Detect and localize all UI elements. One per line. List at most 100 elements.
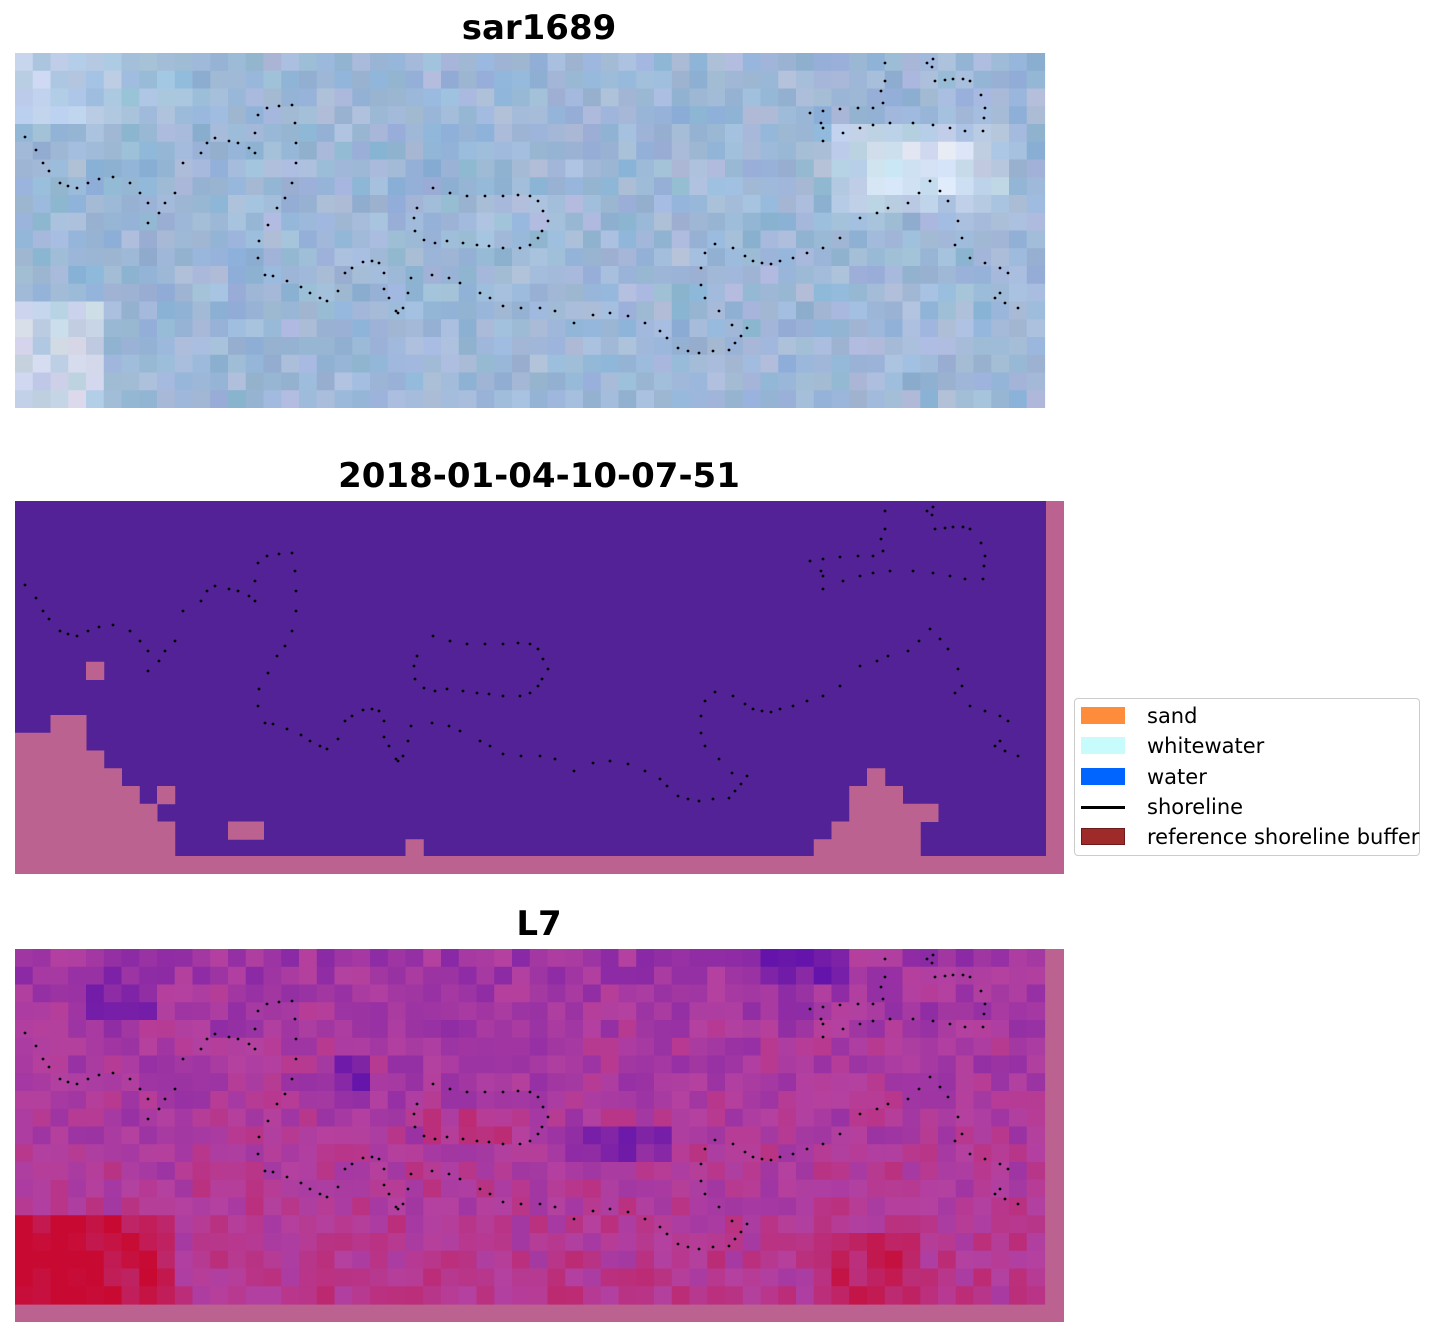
- shoreline-point: [325, 299, 329, 303]
- legend-label-shoreline: shoreline: [1147, 795, 1244, 819]
- shoreline-point: [86, 1077, 90, 1081]
- classification-panel: [15, 501, 1064, 874]
- shoreline-point: [350, 1162, 354, 1166]
- shoreline-point: [138, 191, 142, 195]
- shoreline-point: [318, 1192, 322, 1196]
- shoreline-point: [930, 65, 934, 69]
- shoreline-point: [448, 191, 452, 195]
- sand-swatch: [1081, 707, 1125, 724]
- shoreline-point: [138, 639, 142, 643]
- shoreline-point: [263, 273, 267, 277]
- shoreline-point: [199, 151, 203, 155]
- shoreline-point: [968, 79, 972, 83]
- shoreline-point: [293, 1017, 297, 1021]
- shoreline-point: [875, 211, 879, 215]
- shoreline-point: [528, 194, 532, 198]
- shoreline-point: [643, 1217, 647, 1221]
- shoreline-point: [838, 1003, 842, 1007]
- shoreline-point: [128, 629, 132, 633]
- shoreline-point: [157, 1107, 161, 1111]
- shoreline-point: [858, 216, 862, 220]
- shoreline-point: [173, 191, 177, 195]
- shoreline-point: [475, 691, 479, 695]
- shoreline-point: [875, 659, 879, 663]
- shoreline-point: [883, 509, 887, 513]
- shoreline-point: [713, 690, 717, 694]
- shoreline-point: [253, 599, 257, 603]
- shoreline-point: [528, 1139, 532, 1143]
- shoreline-point: [396, 1207, 400, 1211]
- shoreline-point: [953, 691, 957, 695]
- shoreline-point: [998, 1162, 1002, 1166]
- shoreline-point: [475, 1139, 479, 1143]
- shoreline-point: [406, 739, 410, 743]
- shoreline-point: [553, 757, 557, 761]
- shoreline-point: [879, 537, 883, 541]
- shoreline-point: [253, 131, 257, 135]
- shoreline-point: [325, 1195, 329, 1199]
- shoreline-point: [536, 1095, 540, 1099]
- shoreline-point: [858, 664, 862, 668]
- sar-image-panel: [15, 53, 1046, 408]
- shoreline-point: [275, 206, 279, 210]
- shoreline-point: [488, 1192, 492, 1196]
- shoreline-point: [745, 1222, 749, 1226]
- shoreline-point: [1006, 271, 1010, 275]
- shoreline-point: [256, 1152, 260, 1156]
- shoreline-point: [488, 296, 492, 300]
- shoreline-point: [163, 649, 167, 653]
- shoreline-point: [308, 1187, 312, 1191]
- shoreline-point: [676, 794, 680, 798]
- shoreline-point: [540, 229, 544, 233]
- shoreline-point: [943, 974, 947, 978]
- shoreline-point: [401, 1202, 405, 1206]
- shoreline-point: [626, 314, 630, 318]
- shoreline-point: [717, 757, 721, 761]
- shoreline-point: [253, 151, 257, 155]
- shoreline-point: [478, 291, 482, 295]
- shoreline-point: [711, 797, 715, 801]
- shoreline-point: [572, 321, 576, 325]
- shoreline-point: [968, 704, 972, 708]
- shoreline-point: [838, 236, 842, 240]
- shoreline-point: [697, 1247, 701, 1251]
- shoreline-point: [387, 296, 391, 300]
- shoreline-point: [917, 639, 921, 643]
- shoreline-point: [713, 242, 717, 246]
- shoreline-point: [805, 251, 809, 255]
- shoreline-point: [445, 1135, 449, 1139]
- shoreline-point: [163, 201, 167, 205]
- shoreline-point: [519, 754, 523, 758]
- shoreline-point: [858, 1112, 862, 1116]
- shoreline-point: [458, 729, 462, 733]
- shoreline-point: [1003, 1197, 1007, 1201]
- shoreline-point: [948, 1022, 952, 1026]
- shoreline-point: [960, 236, 964, 240]
- shoreline-point: [730, 771, 734, 775]
- shoreline-point: [933, 975, 937, 979]
- shoreline-point: [553, 309, 557, 313]
- shoreline-point: [960, 684, 964, 688]
- shoreline-point: [290, 1077, 294, 1081]
- shoreline-point: [157, 659, 161, 663]
- shoreline-point: [951, 77, 955, 81]
- shoreline-point: [382, 271, 386, 275]
- shoreline-point: [791, 704, 795, 708]
- shoreline-point: [465, 642, 469, 646]
- shoreline-point: [883, 975, 887, 979]
- shoreline-point: [1003, 749, 1007, 753]
- shoreline-point: [501, 1090, 505, 1094]
- shoreline-point: [236, 1037, 240, 1041]
- shoreline-point: [253, 579, 257, 583]
- shoreline-point: [856, 1002, 860, 1006]
- shoreline-point: [519, 1202, 523, 1206]
- shoreline-point: [963, 129, 967, 133]
- shoreline-point: [819, 569, 823, 573]
- shoreline-point: [733, 1237, 737, 1241]
- shoreline-point: [277, 104, 281, 108]
- shoreline-point: [881, 997, 885, 1001]
- shoreline-point: [699, 283, 703, 287]
- shoreline-point: [518, 694, 522, 698]
- shoreline-point: [227, 587, 231, 591]
- shoreline-point: [409, 276, 413, 280]
